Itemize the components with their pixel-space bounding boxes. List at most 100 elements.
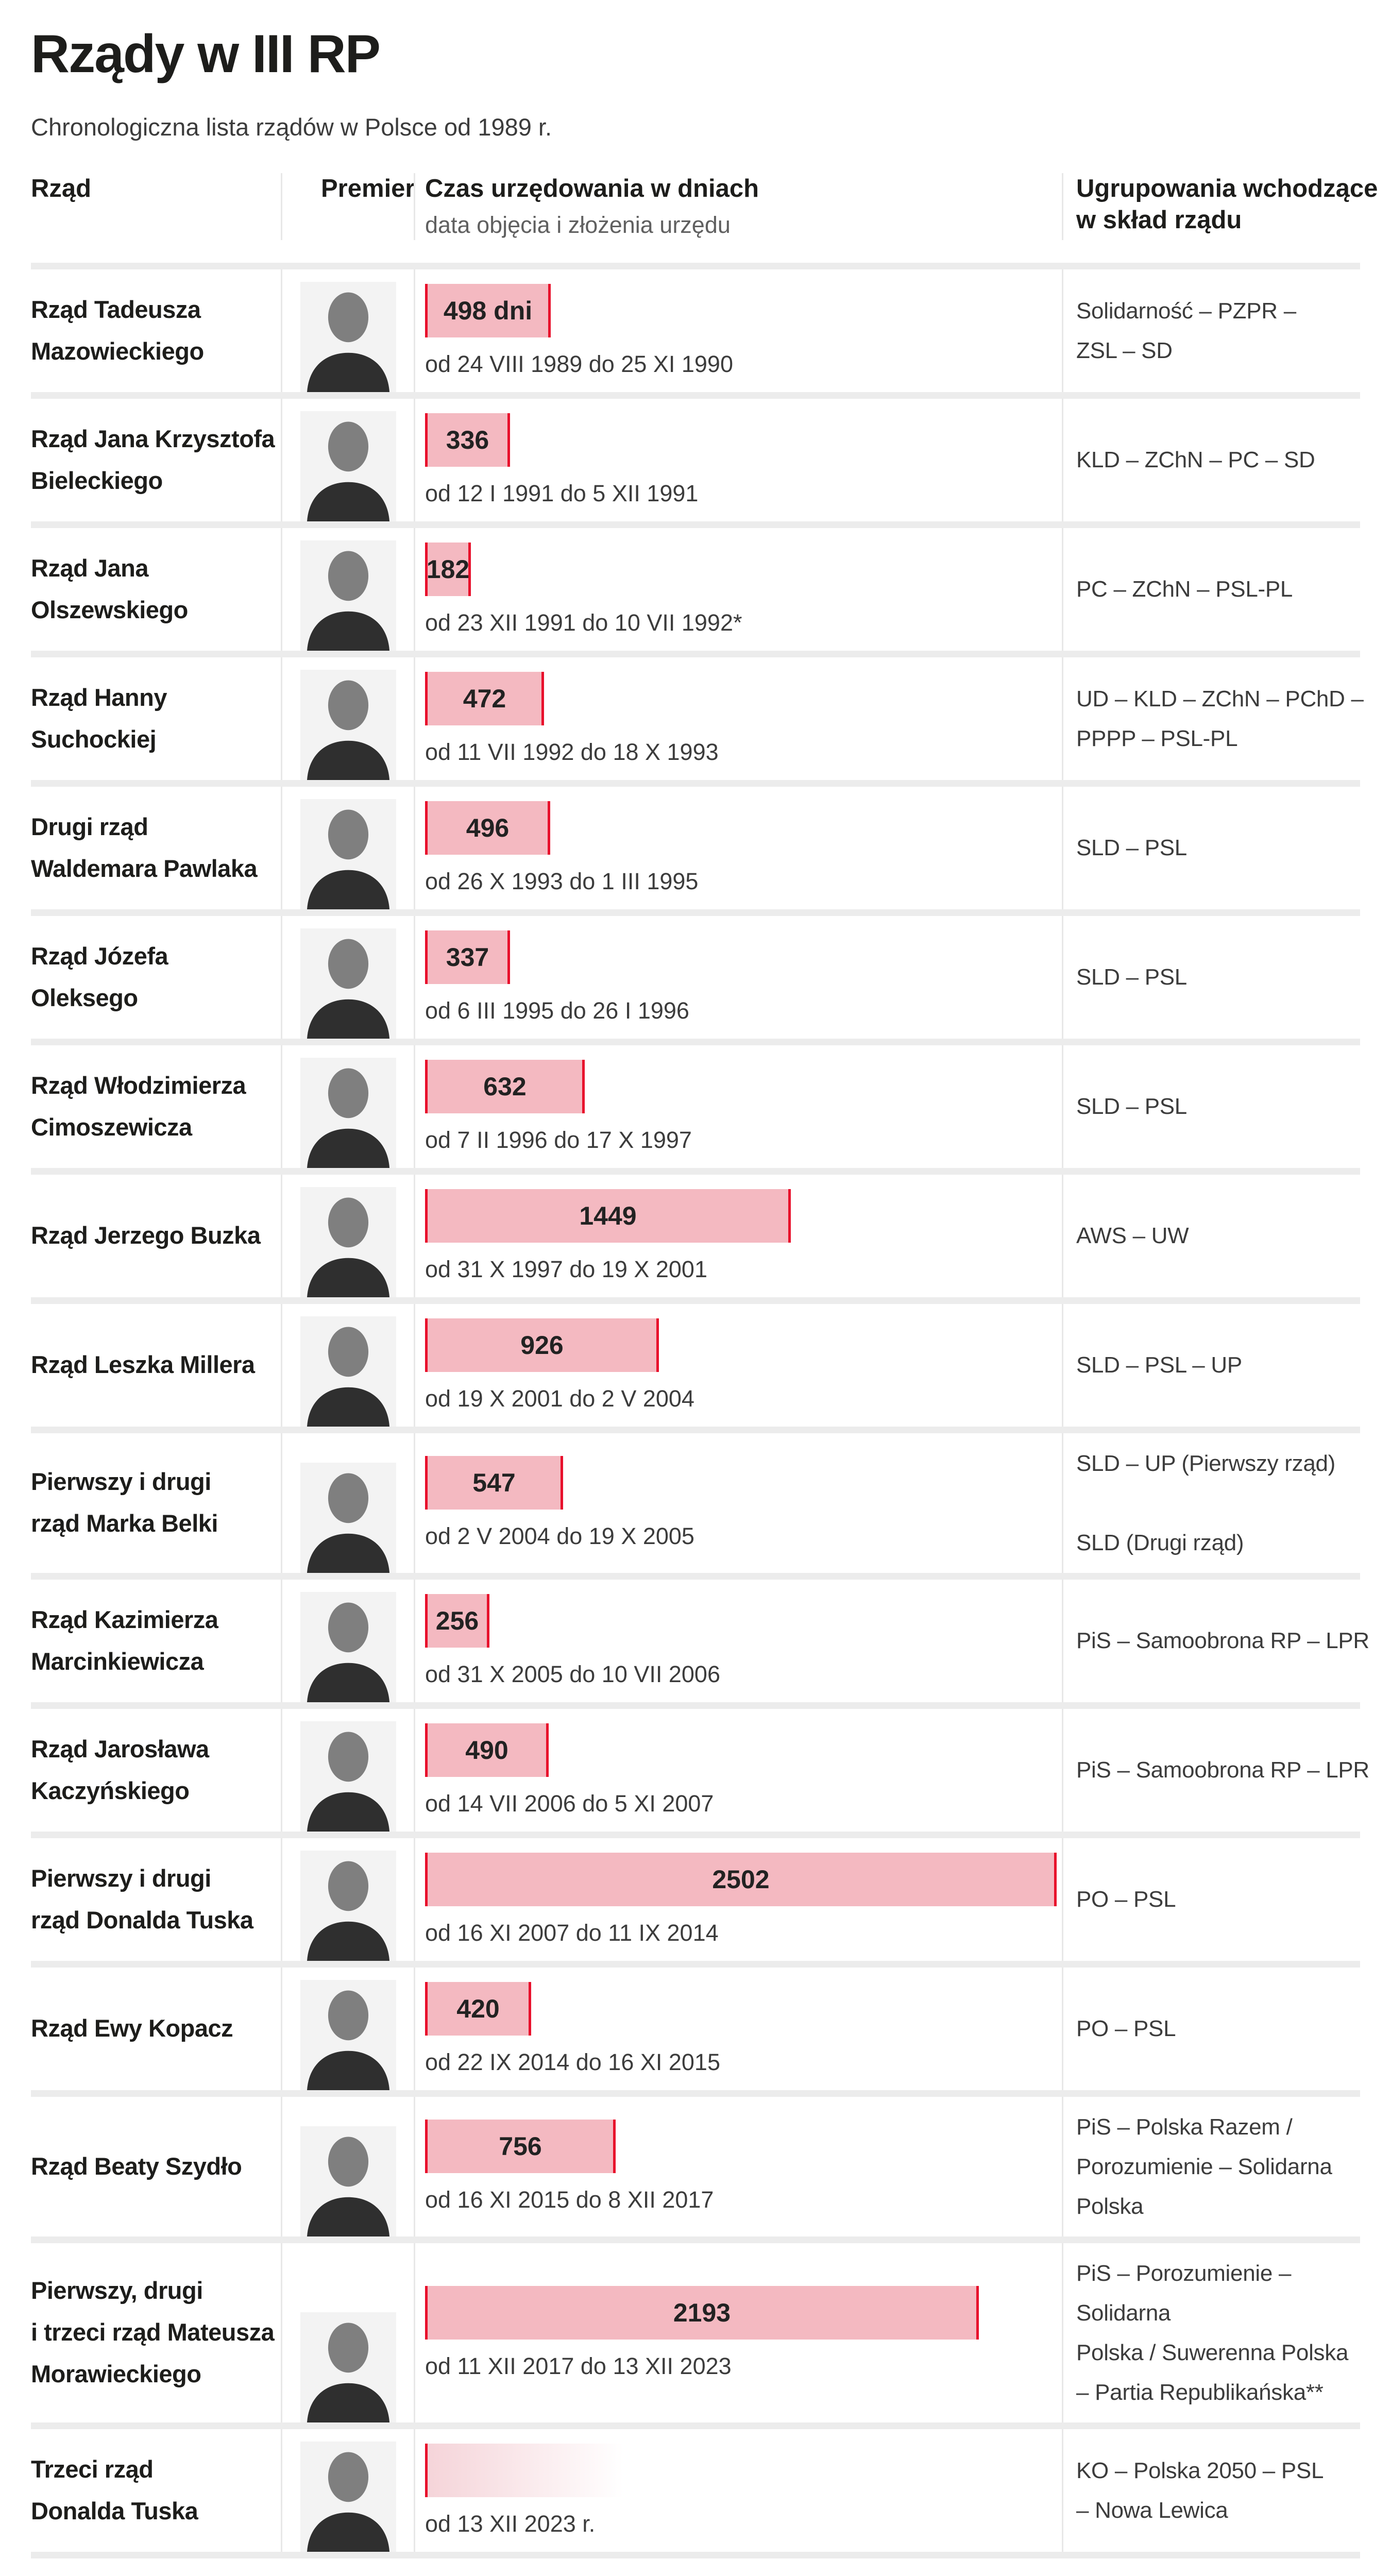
tenure-days-label: 547 bbox=[472, 1468, 516, 1497]
tenure-bar: 756 bbox=[425, 2120, 616, 2173]
tenure-bar: 336 bbox=[425, 413, 510, 467]
tenure-dates: od 6 III 1995 do 26 I 1996 bbox=[425, 997, 689, 1024]
coalition-parties: SLD – PSL bbox=[1076, 1094, 1187, 1119]
coalition-parties: PiS – Samoobrona RP – LPR bbox=[1076, 1757, 1369, 1783]
person-silhouette-icon bbox=[300, 799, 396, 909]
premier-photo bbox=[300, 2312, 396, 2422]
tenure-bar: 472 bbox=[425, 671, 544, 725]
tenure-dates: od 12 I 1991 do 5 XII 1991 bbox=[425, 480, 699, 506]
person-silhouette-icon bbox=[300, 1057, 396, 1168]
premier-photo bbox=[300, 1462, 396, 1573]
tenure-days-label: 756 bbox=[499, 2132, 542, 2161]
premier-photo bbox=[300, 669, 396, 780]
premier-photo bbox=[300, 540, 396, 651]
premier-photo bbox=[300, 928, 396, 1039]
coalition-parties: SLD – UP (Pierwszy rząd) SLD (Drugi rząd… bbox=[1076, 1450, 1336, 1555]
government-row: Drugi rząd Waldemara Pawlaka 496 od 26 X… bbox=[31, 786, 1360, 916]
tenure-days-label: 256 bbox=[435, 1606, 479, 1635]
government-row: Rząd Józefa Oleksego 337 od 6 III 1995 d… bbox=[31, 916, 1360, 1045]
government-row: Rząd Beaty Szydło 756 od 16 XI 2015 do 8… bbox=[31, 2096, 1360, 2243]
tenure-days-label: 498 dni bbox=[443, 296, 533, 325]
tenure-days-label: 2502 bbox=[712, 1865, 770, 1894]
tenure-dates: od 16 XI 2007 do 11 IX 2014 bbox=[425, 1919, 719, 1946]
government-row: Rząd Jana Krzysztofa Bieleckiego 336 od … bbox=[31, 398, 1360, 528]
premier-photo bbox=[300, 1979, 396, 2090]
government-name: Rząd Włodzimierza Cimoszewicza bbox=[31, 1071, 246, 1141]
government-name: Rząd Hanny Suchockiej bbox=[31, 683, 167, 753]
tenure-bar: 1449 bbox=[425, 1189, 791, 1243]
person-silhouette-icon bbox=[300, 1850, 396, 1961]
government-name: Rząd Beaty Szydło bbox=[31, 2152, 242, 2180]
tenure-dates: od 24 VIII 1989 do 25 XI 1990 bbox=[425, 350, 733, 377]
premier-photo bbox=[300, 281, 396, 392]
coalition-parties: SLD – PSL – UP bbox=[1076, 1352, 1242, 1378]
premier-photo bbox=[300, 1316, 396, 1427]
government-name: Pierwszy i drugi rząd Marka Belki bbox=[31, 1468, 218, 1537]
tenure-bar: 182 bbox=[425, 542, 471, 596]
tenure-dates: od 22 IX 2014 do 16 XI 2015 bbox=[425, 2048, 720, 2075]
tenure-bar: 420 bbox=[425, 1981, 531, 2036]
government-name: Drugi rząd Waldemara Pawlaka bbox=[31, 812, 258, 882]
government-row: Rząd Tadeusza Mazowieckiego 498 dni od 2… bbox=[31, 269, 1360, 399]
tenure-bar: 632 bbox=[425, 1059, 585, 1113]
government-name: Rząd Ewy Kopacz bbox=[31, 2014, 233, 2042]
coalition-parties: KO – Polska 2050 – PSL – Nowa Lewica bbox=[1076, 2458, 1324, 2523]
tenure-dates: od 26 X 1993 do 1 III 1995 bbox=[425, 868, 699, 894]
government-name: Rząd Leszka Millera bbox=[31, 1351, 255, 1379]
coalition-parties: PiS – Polska Razem / Porozumienie – Soli… bbox=[1076, 2114, 1332, 2219]
coalition-parties: SLD – PSL bbox=[1076, 964, 1187, 990]
premier-photo bbox=[300, 1850, 396, 1961]
person-silhouette-icon bbox=[300, 1721, 396, 1832]
government-name: Rząd Jana Krzysztofa Bieleckiego bbox=[31, 425, 275, 494]
tenure-bar: 2502 bbox=[425, 1852, 1057, 1906]
tenure-days-label: 490 bbox=[465, 1735, 508, 1765]
government-row: Trzeci rząd Donalda Tuska od 13 XII 2023… bbox=[31, 2429, 1360, 2558]
tenure-days-label: 472 bbox=[463, 684, 506, 713]
person-silhouette-icon bbox=[300, 1316, 396, 1427]
government-row: Pierwszy i drugi rząd Donalda Tuska 2502… bbox=[31, 1838, 1360, 1968]
government-row: Rząd Jana Olszewskiego 182 od 23 XII 199… bbox=[31, 528, 1360, 657]
premier-photo bbox=[300, 2441, 396, 2552]
person-silhouette-icon bbox=[300, 281, 396, 392]
tenure-days-label: 496 bbox=[466, 813, 510, 842]
government-name: Rząd Jana Olszewskiego bbox=[31, 554, 188, 623]
government-row: Rząd Leszka Millera 926 od 19 X 2001 do … bbox=[31, 1303, 1360, 1433]
person-silhouette-icon bbox=[300, 2126, 396, 2236]
coalition-parties: Solidarność – PZPR – ZSL – SD bbox=[1076, 298, 1296, 363]
column-header-days-title: Czas urzędowania w dniach bbox=[425, 175, 759, 202]
column-header-days: Czas urzędowania w dniach data objęcia i… bbox=[414, 173, 1062, 240]
tenure-bar: 496 bbox=[425, 801, 550, 855]
government-name: Rząd Józefa Oleksego bbox=[31, 942, 168, 1011]
coalition-parties: PO – PSL bbox=[1076, 2016, 1176, 2041]
premier-photo bbox=[300, 1187, 396, 1297]
coalition-parties: PiS – Porozumienie – Solidarna Polska / … bbox=[1076, 2260, 1349, 2405]
coalition-parties: KLD – ZChN – PC – SD bbox=[1076, 447, 1315, 472]
person-silhouette-icon bbox=[300, 1979, 396, 2090]
person-silhouette-icon bbox=[300, 1187, 396, 1297]
premier-photo bbox=[300, 411, 396, 521]
page-subtitle: Chronologiczna lista rządów w Polsce od … bbox=[31, 113, 552, 141]
tenure-days-label: 182 bbox=[426, 554, 470, 584]
government-name: Pierwszy i drugi rząd Donalda Tuska bbox=[31, 1864, 253, 1934]
coalition-parties: AWS – UW bbox=[1076, 1223, 1189, 1248]
tenure-dates: od 13 XII 2023 r. bbox=[425, 2510, 596, 2537]
government-row: Rząd Ewy Kopacz 420 od 22 IX 2014 do 16 … bbox=[31, 1967, 1360, 2097]
government-name: Rząd Tadeusza Mazowieckiego bbox=[31, 295, 204, 365]
premier-photo bbox=[300, 2126, 396, 2236]
person-silhouette-icon bbox=[300, 2441, 396, 2552]
tenure-days-label: 926 bbox=[520, 1330, 564, 1360]
premier-photo bbox=[300, 1591, 396, 1702]
tenure-dates: od 11 XII 2017 do 13 XII 2023 bbox=[425, 2352, 732, 2379]
tenure-days-label: 337 bbox=[446, 942, 489, 972]
government-row: Rząd Jerzego Buzka 1449 od 31 X 1997 do … bbox=[31, 1174, 1360, 1304]
person-silhouette-icon bbox=[300, 928, 396, 1039]
premier-photo bbox=[300, 799, 396, 909]
tenure-dates: od 16 XI 2015 do 8 XII 2017 bbox=[425, 2187, 714, 2213]
tenure-bar: 256 bbox=[425, 1594, 489, 1648]
tenure-bar: 547 bbox=[425, 1456, 563, 1510]
tenure-dates: od 31 X 2005 do 10 VII 2006 bbox=[425, 1660, 720, 1687]
column-header-parties: Ugrupowania wchodzące w skład rządu bbox=[1062, 173, 1391, 240]
page-title: Rządy w III RP bbox=[31, 24, 381, 84]
tenure-days-label: 420 bbox=[456, 1994, 500, 2023]
masthead: Rządy w III RP Chronologiczna lista rząd… bbox=[31, 0, 1360, 141]
